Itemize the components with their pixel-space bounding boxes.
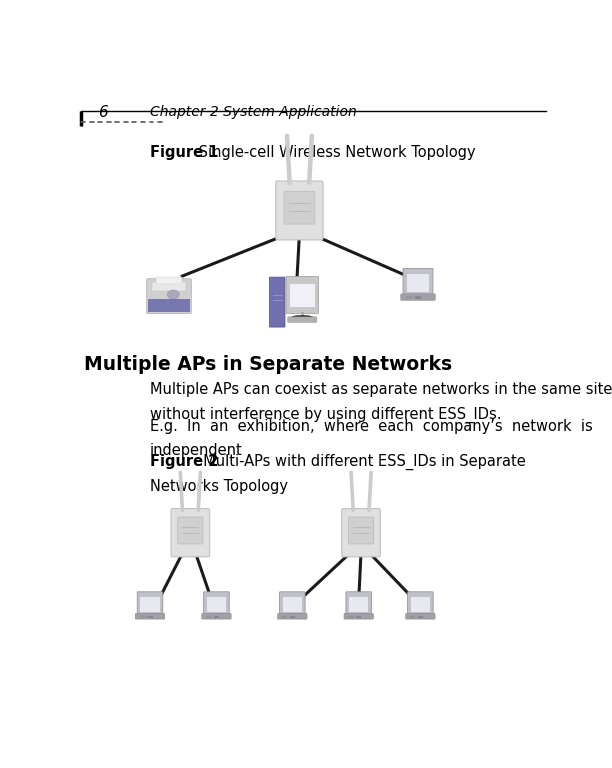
- FancyBboxPatch shape: [401, 294, 435, 300]
- FancyBboxPatch shape: [346, 592, 371, 615]
- Bar: [207, 597, 226, 612]
- FancyBboxPatch shape: [204, 592, 230, 615]
- Bar: [140, 597, 160, 612]
- Text: Multi-APs with different ESS_IDs in Separate: Multi-APs with different ESS_IDs in Sepa…: [193, 454, 526, 470]
- FancyBboxPatch shape: [202, 614, 231, 619]
- Bar: [289, 284, 315, 307]
- Bar: [152, 282, 186, 291]
- Text: Networks Topology: Networks Topology: [150, 479, 288, 494]
- FancyBboxPatch shape: [269, 277, 285, 327]
- Bar: [283, 597, 302, 612]
- FancyBboxPatch shape: [147, 279, 192, 313]
- FancyBboxPatch shape: [403, 268, 433, 296]
- FancyBboxPatch shape: [276, 181, 323, 240]
- Text: Figure 1: Figure 1: [150, 145, 218, 161]
- Text: Single-cell Wireless Network Topology: Single-cell Wireless Network Topology: [193, 145, 476, 161]
- FancyBboxPatch shape: [137, 592, 163, 615]
- Text: E.g.  In  an  exhibition,  where  each  company’s  network  is: E.g. In an exhibition, where each compan…: [150, 419, 593, 434]
- FancyBboxPatch shape: [177, 517, 203, 544]
- Ellipse shape: [291, 316, 313, 319]
- Text: Chapter 2 System Application: Chapter 2 System Application: [150, 105, 357, 119]
- FancyBboxPatch shape: [344, 614, 373, 619]
- Ellipse shape: [167, 290, 179, 299]
- Text: Multiple APs in Separate Networks: Multiple APs in Separate Networks: [84, 356, 452, 374]
- FancyBboxPatch shape: [284, 191, 315, 224]
- FancyBboxPatch shape: [348, 517, 374, 544]
- Bar: [214, 615, 219, 618]
- Text: Figure 2: Figure 2: [150, 454, 218, 469]
- FancyBboxPatch shape: [278, 614, 307, 619]
- FancyBboxPatch shape: [341, 508, 381, 557]
- Text: 6: 6: [98, 105, 108, 120]
- Bar: [411, 597, 430, 612]
- FancyBboxPatch shape: [288, 317, 317, 323]
- FancyBboxPatch shape: [135, 614, 165, 619]
- Bar: [415, 296, 421, 299]
- Text: independent: independent: [150, 443, 243, 458]
- FancyBboxPatch shape: [286, 276, 318, 313]
- Bar: [356, 615, 362, 618]
- Bar: [407, 274, 429, 292]
- FancyBboxPatch shape: [280, 592, 305, 615]
- Bar: [349, 597, 368, 612]
- Text: without interference by using different ESS_IDs.: without interference by using different …: [150, 407, 501, 423]
- FancyBboxPatch shape: [408, 592, 433, 615]
- Bar: [417, 615, 423, 618]
- Bar: [289, 615, 295, 618]
- Text: Multiple APs can coexist as separate networks in the same site: Multiple APs can coexist as separate net…: [150, 382, 612, 397]
- Bar: [148, 300, 190, 312]
- Bar: [156, 276, 182, 284]
- Bar: [147, 615, 153, 618]
- FancyBboxPatch shape: [171, 508, 210, 557]
- FancyBboxPatch shape: [406, 614, 435, 619]
